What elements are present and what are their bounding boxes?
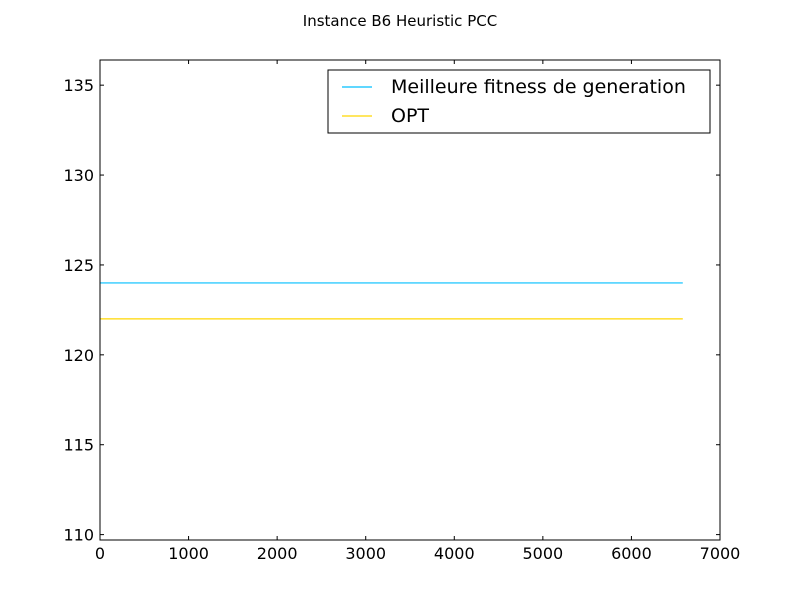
legend-box <box>327 69 711 134</box>
plot-frame <box>99 59 721 541</box>
y-tick-label: 135 <box>63 76 94 95</box>
x-tick-label: 4000 <box>434 544 475 563</box>
x-tick-label: 5000 <box>522 544 563 563</box>
x-tick-label: 1000 <box>168 544 209 563</box>
y-tick-label: 130 <box>63 166 94 185</box>
legend-label-series-1: Meilleure fitness de generation <box>391 76 686 98</box>
legend: Meilleure fitness de generation OPT <box>327 69 711 134</box>
x-tick-label: 2000 <box>257 544 298 563</box>
y-tick-label: 125 <box>63 256 94 275</box>
x-tick-label: 6000 <box>611 544 652 563</box>
axis-ticks: 0 1000 2000 3000 4000 5000 6000 7000 110 115 120 12… <box>63 60 740 563</box>
y-tick-label: 115 <box>63 436 94 455</box>
x-tick-label: 0 <box>95 544 105 563</box>
series-layer <box>100 282 683 320</box>
y-tick-label: 120 <box>63 346 94 365</box>
y-tick-label: 110 <box>63 526 94 545</box>
x-tick-label: 7000 <box>700 544 741 563</box>
legend-label-series-2: OPT <box>391 105 429 127</box>
chart-title: Instance B6 Heuristic PCC <box>303 12 497 30</box>
x-tick-label: 3000 <box>345 544 386 563</box>
